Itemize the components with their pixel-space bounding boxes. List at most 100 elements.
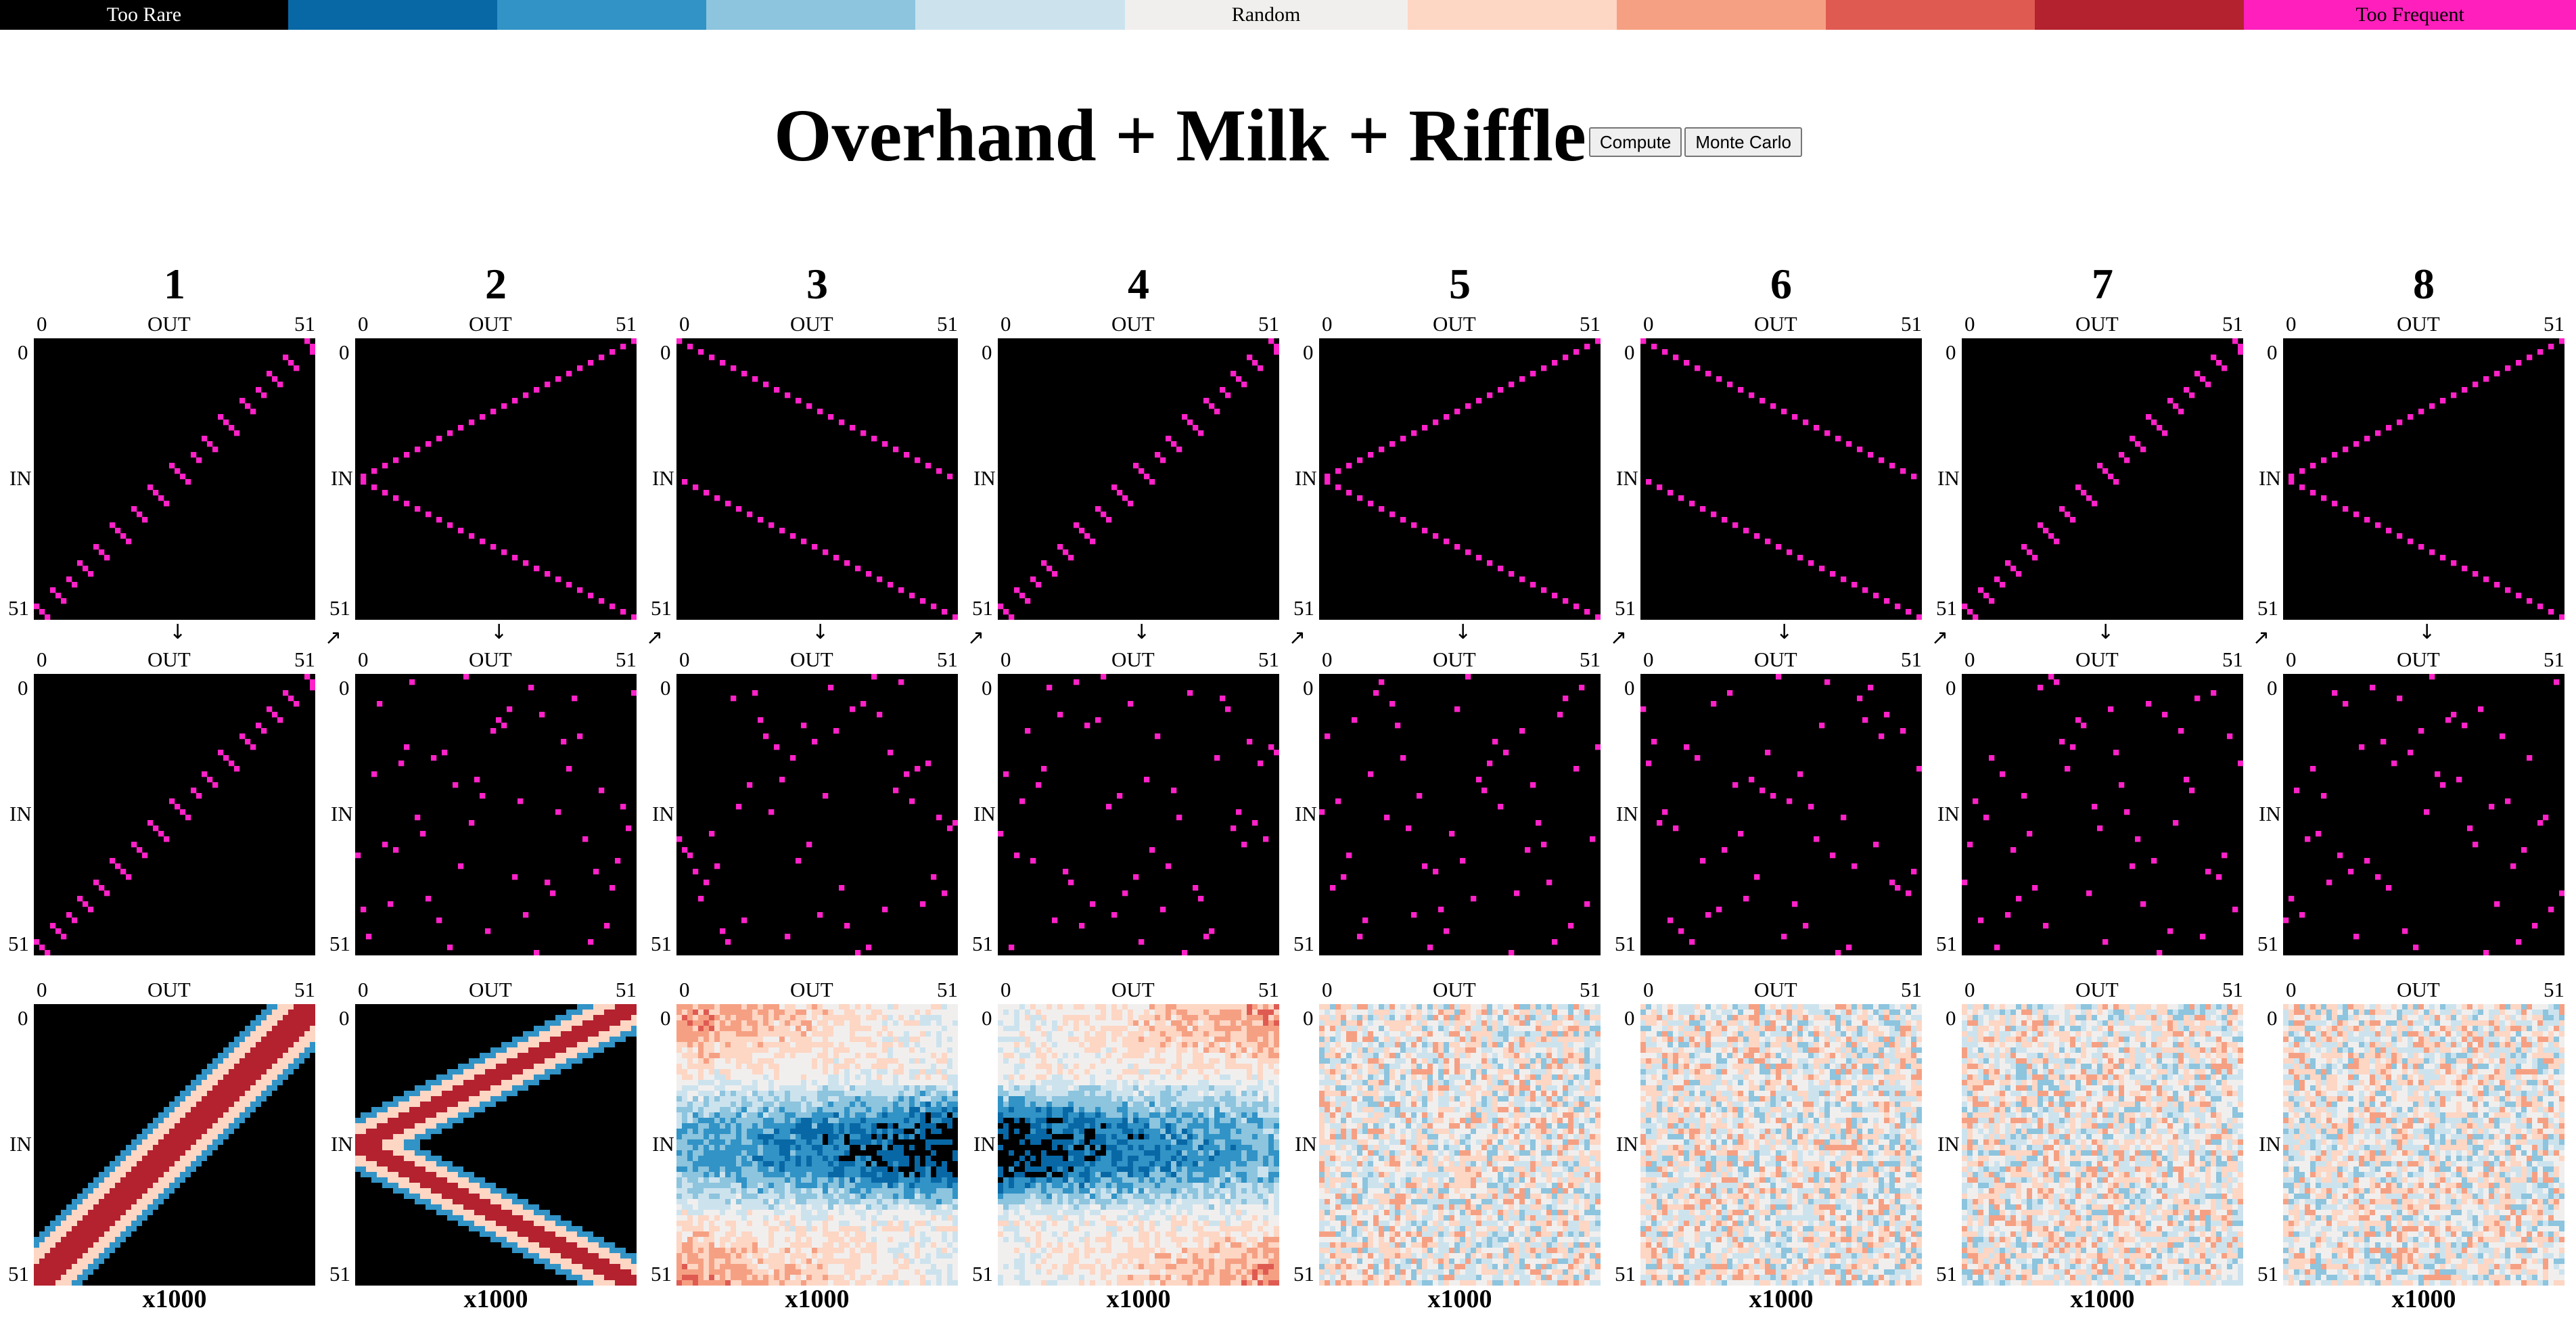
heatmap-cell: [377, 1210, 383, 1216]
heatmap-cell: [126, 1166, 132, 1173]
heatmap-cell: [61, 1080, 67, 1086]
heatmap-cell: [501, 1150, 507, 1156]
heatmap-cell: [212, 1231, 218, 1238]
heatmap-cell: [104, 1139, 110, 1146]
heatmap-cell: [45, 1058, 51, 1064]
heatmap-cell: [361, 1145, 367, 1151]
axis-out-label: OUT: [147, 313, 191, 336]
heatmap-cell: [288, 1085, 294, 1091]
heatmap-cell: [566, 1047, 572, 1053]
heatmap-cell: [207, 1031, 213, 1037]
heatmap-cell: [267, 1253, 273, 1259]
heatmap-cell: [299, 1204, 305, 1210]
heatmap-cell: [458, 1172, 464, 1178]
heatmap-cell: [72, 1010, 78, 1016]
heatmap-cell: [512, 1161, 518, 1167]
heatmap-cell: [191, 1026, 197, 1032]
heatmap-cell: [288, 1058, 294, 1064]
heatmap-cell: [88, 1237, 94, 1243]
heatmap-cell: [310, 1037, 315, 1043]
heatmap-cell: [382, 1129, 388, 1135]
heatmap-cell: [283, 1248, 289, 1254]
heatmap-cell: [545, 1129, 551, 1135]
heatmap-cell: [277, 1031, 283, 1037]
heatmap-cell: [239, 1188, 246, 1194]
heatmap-cell: [93, 1026, 99, 1032]
heatmap-cell: [158, 1074, 164, 1081]
heatmap-cell: [72, 1275, 78, 1281]
heatmap-cell: [267, 1215, 273, 1221]
heatmap-cell: [288, 1248, 294, 1254]
heatmap-cell: [110, 1188, 116, 1194]
heatmap-cell: [288, 1183, 294, 1189]
heatmap-cell: [175, 1031, 181, 1037]
heatmap-cell: [620, 1096, 626, 1102]
heatmap-cell: [126, 1199, 132, 1205]
heatmap-cell: [158, 1064, 164, 1070]
marker-cell: [566, 766, 572, 772]
heatmap-cell: [212, 1085, 218, 1091]
heatmap-cell: [99, 1069, 105, 1075]
heatmap-cell: [164, 1259, 170, 1265]
heatmap-cell: [288, 1253, 294, 1259]
heatmap-cell: [158, 1150, 164, 1156]
heatmap-cell: [185, 1102, 191, 1108]
heatmap-cell: [382, 1058, 388, 1064]
heatmap-cell: [120, 1031, 127, 1037]
heatmap-cell: [615, 1112, 621, 1118]
heatmap-cell: [631, 1150, 637, 1156]
heatmap-cell: [426, 1096, 432, 1102]
heatmap-cell: [142, 1264, 148, 1270]
heatmap-cell: [480, 1053, 486, 1059]
heatmap-cell: [55, 1204, 62, 1210]
heatmap-cell: [496, 1210, 502, 1216]
heatmap-cell: [93, 1242, 99, 1248]
heatmap-cell: [207, 1085, 213, 1091]
heatmap-cell: [185, 1156, 191, 1162]
heatmap-cell: [212, 1269, 218, 1275]
heatmap-cell: [137, 1242, 143, 1248]
heatmap-cell: [104, 1134, 110, 1140]
heatmap-cell: [272, 1150, 278, 1156]
heatmap-cell: [604, 1172, 610, 1178]
heatmap-cell: [615, 1150, 621, 1156]
heatmap-cell: [398, 1096, 405, 1102]
heatmap-cell: [239, 1210, 246, 1216]
heatmap-cell: [110, 1004, 116, 1010]
heatmap-cell: [474, 1042, 480, 1048]
compute-button[interactable]: Compute: [1588, 127, 1682, 157]
heatmap-cell: [463, 1010, 469, 1016]
heatmap-cell: [501, 1053, 507, 1059]
heatmap-cell: [555, 1194, 561, 1200]
heatmap-cell: [234, 1161, 240, 1167]
heatmap-cell: [126, 1112, 132, 1118]
heatmap-cell: [304, 1215, 310, 1221]
heatmap-cell: [153, 1237, 159, 1243]
heatmap-cell: [202, 1253, 208, 1259]
heatmap-cell: [261, 1210, 267, 1216]
heatmap-cell: [393, 1139, 399, 1146]
heatmap-cell: [294, 1058, 300, 1064]
heatmap-cell: [267, 1248, 273, 1254]
heatmap-cell: [83, 1015, 89, 1021]
heatmap-cell: [39, 1080, 45, 1086]
heatmap-cell: [377, 1166, 383, 1173]
heatmap-cell: [93, 1042, 99, 1048]
heatmap-cell: [415, 1204, 421, 1210]
heatmap-cell: [55, 1226, 62, 1232]
heatmap-cell: [420, 1156, 426, 1162]
heatmap-cell: [458, 1037, 464, 1043]
heatmap-cell: [153, 1264, 159, 1270]
heatmap-cell: [463, 1177, 469, 1183]
heatmap-cell: [55, 1015, 62, 1021]
heatmap-cell: [55, 1194, 62, 1200]
monte-carlo-button[interactable]: Monte Carlo: [1684, 127, 1802, 157]
heatmap-cell: [175, 1064, 181, 1070]
heatmap-cell: [50, 1010, 56, 1016]
heatmap-cell: [431, 1177, 437, 1183]
heatmap-cell: [45, 1064, 51, 1070]
heatmap-cell: [137, 1107, 143, 1113]
heatmap-cell: [131, 1042, 137, 1048]
heatmap-cell: [393, 1129, 399, 1135]
heatmap-cell: [626, 1074, 632, 1081]
